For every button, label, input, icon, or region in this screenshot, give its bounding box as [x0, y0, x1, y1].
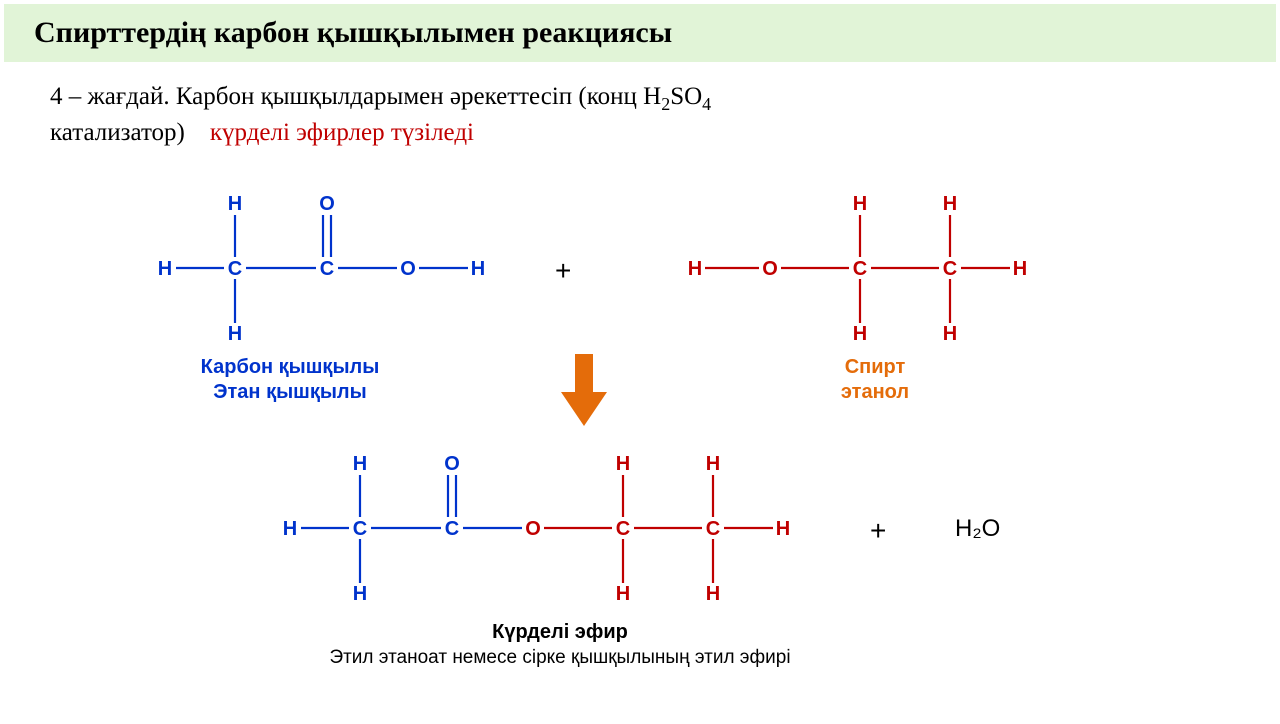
desc-line2-a: катализатор) [50, 119, 185, 146]
svg-text:H: H [616, 583, 630, 605]
reaction-diagram: C C H H H O O H + [0, 150, 1280, 710]
svg-text:H: H [283, 518, 297, 540]
desc-sub2: 4 [702, 94, 711, 114]
svg-text:C: C [706, 518, 720, 540]
svg-text:H: H [228, 323, 242, 345]
svg-text:H: H [616, 453, 630, 475]
desc-line1-a: 4 – жағдай. Карбон қышқылдарымен әрекетт… [50, 83, 661, 110]
svg-text:C: C [320, 258, 334, 280]
plus-reactants: + [555, 255, 571, 287]
svg-text:H: H [943, 193, 957, 215]
svg-text:C: C [943, 258, 957, 280]
svg-text:C: C [616, 518, 630, 540]
title-bar: Спирттердің карбон қышқылымен реакциясы [4, 4, 1276, 62]
ester-label: Күрделі эфир Этил этаноат немесе сірке қ… [280, 620, 840, 670]
svg-text:H: H [943, 323, 957, 345]
svg-text:O: O [400, 258, 416, 280]
svg-text:H: H [228, 193, 242, 215]
svg-text:H: H [853, 193, 867, 215]
svg-text:C: C [353, 518, 367, 540]
ester-label-2: Этил этаноат немесе сірке қышқылының эти… [329, 647, 790, 668]
desc-sub1: 2 [661, 94, 670, 114]
ester-label-1: Күрделі эфир [492, 621, 628, 643]
svg-text:H: H [776, 518, 790, 540]
desc-line1-c: SO [670, 83, 702, 110]
svg-text:C: C [228, 258, 242, 280]
svg-text:C: C [853, 258, 867, 280]
acid-label-2: Этан қышқылы [213, 381, 366, 403]
alcohol-label-1: Спирт [845, 356, 906, 378]
svg-text:H: H [706, 453, 720, 475]
acetic-acid-structure: C C H H H O O H [110, 175, 510, 355]
water-formula: H₂O [955, 515, 1000, 543]
svg-text:H: H [353, 453, 367, 475]
desc-line2-red: күрделі эфирлер түзіледі [210, 119, 474, 146]
alcohol-label: Спирт этанол [800, 355, 950, 405]
svg-text:H: H [688, 258, 702, 280]
ethyl-acetate-structure: C C H H H O O C C H H H H H [235, 435, 935, 615]
svg-text:O: O [762, 258, 778, 280]
svg-text:H: H [1013, 258, 1027, 280]
description: 4 – жағдай. Карбон қышқылдарымен әрекетт… [0, 66, 1280, 150]
svg-text:O: O [525, 518, 541, 540]
svg-text:C: C [445, 518, 459, 540]
svg-text:H: H [471, 258, 485, 280]
plus-products: + [870, 515, 886, 547]
svg-text:H: H [706, 583, 720, 605]
alcohol-label-2: этанол [841, 381, 909, 403]
svg-text:H: H [353, 583, 367, 605]
acid-label-1: Карбон қышқылы [201, 356, 380, 378]
svg-text:H: H [853, 323, 867, 345]
svg-text:O: O [319, 193, 335, 215]
reaction-arrow-icon [555, 350, 615, 430]
ethanol-structure: H O C C H H H H H [650, 175, 1050, 355]
svg-text:H: H [158, 258, 172, 280]
svg-text:O: O [444, 453, 460, 475]
page-title: Спирттердің карбон қышқылымен реакциясы [34, 16, 1246, 50]
acid-label: Карбон қышқылы Этан қышқылы [180, 355, 400, 405]
